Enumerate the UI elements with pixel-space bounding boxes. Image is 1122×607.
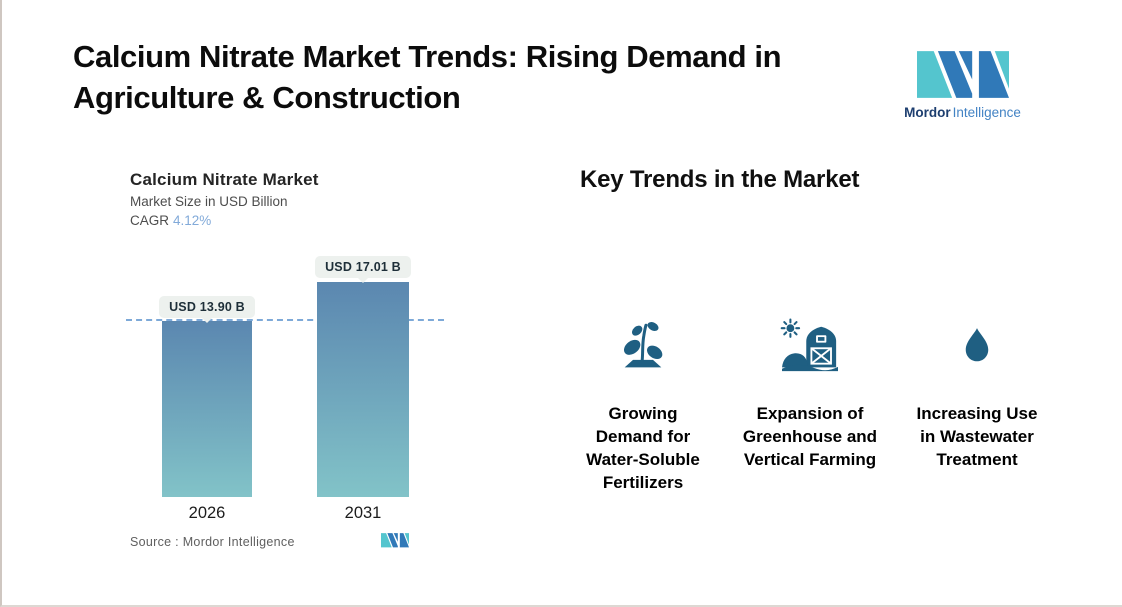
brand-logo: Mordor Intelligence xyxy=(900,51,1025,120)
chart-cagr: CAGR 4.12% xyxy=(130,213,211,228)
trends-heading: Key Trends in the Market xyxy=(580,166,860,193)
chart-title: Calcium Nitrate Market xyxy=(130,170,319,189)
trend-item-fertilizers: Growing Demand for Water-Soluble Fertili… xyxy=(553,315,733,494)
reference-dashed-line xyxy=(126,319,444,321)
barn-farm-icon xyxy=(720,315,900,373)
x-axis-label-2026: 2026 xyxy=(188,504,226,522)
chart-subtitle: Market Size in USD Billion xyxy=(130,194,288,209)
bar-2031 xyxy=(317,281,409,497)
trend-label: Growing Demand for Water-Soluble Fertili… xyxy=(586,404,700,492)
chart-source: Source : Mordor Intelligence xyxy=(130,535,295,549)
cagr-label: CAGR xyxy=(130,213,170,228)
brand-name-light: Intelligence xyxy=(952,105,1021,120)
cagr-value: 4.12% xyxy=(173,213,212,228)
seedling-icon xyxy=(553,315,733,373)
water-drop-icon xyxy=(887,315,1067,373)
bar-value-label-2031: USD 17.01 B xyxy=(315,256,411,278)
mordor-intelligence-logo-icon-small xyxy=(381,533,409,548)
trend-label: Increasing Use in Wastewater Treatment xyxy=(916,404,1038,469)
bar-value-label-2026: USD 13.90 B xyxy=(159,296,255,318)
mordor-intelligence-logo-icon xyxy=(916,51,1009,98)
trend-label: Expansion of Greenhouse and Vertical Far… xyxy=(742,404,878,469)
brand-name-bold: Mordor xyxy=(904,105,951,120)
trend-item-wastewater: Increasing Use in Wastewater Treatment xyxy=(887,315,1067,471)
bar-2026 xyxy=(162,321,252,497)
page-title: Calcium Nitrate Market Trends: Rising De… xyxy=(73,39,782,115)
trend-item-greenhouse: Expansion of Greenhouse and Vertical Far… xyxy=(720,315,900,471)
brand-name: Mordor Intelligence xyxy=(900,105,1025,120)
x-axis-label-2031: 2031 xyxy=(344,504,382,522)
